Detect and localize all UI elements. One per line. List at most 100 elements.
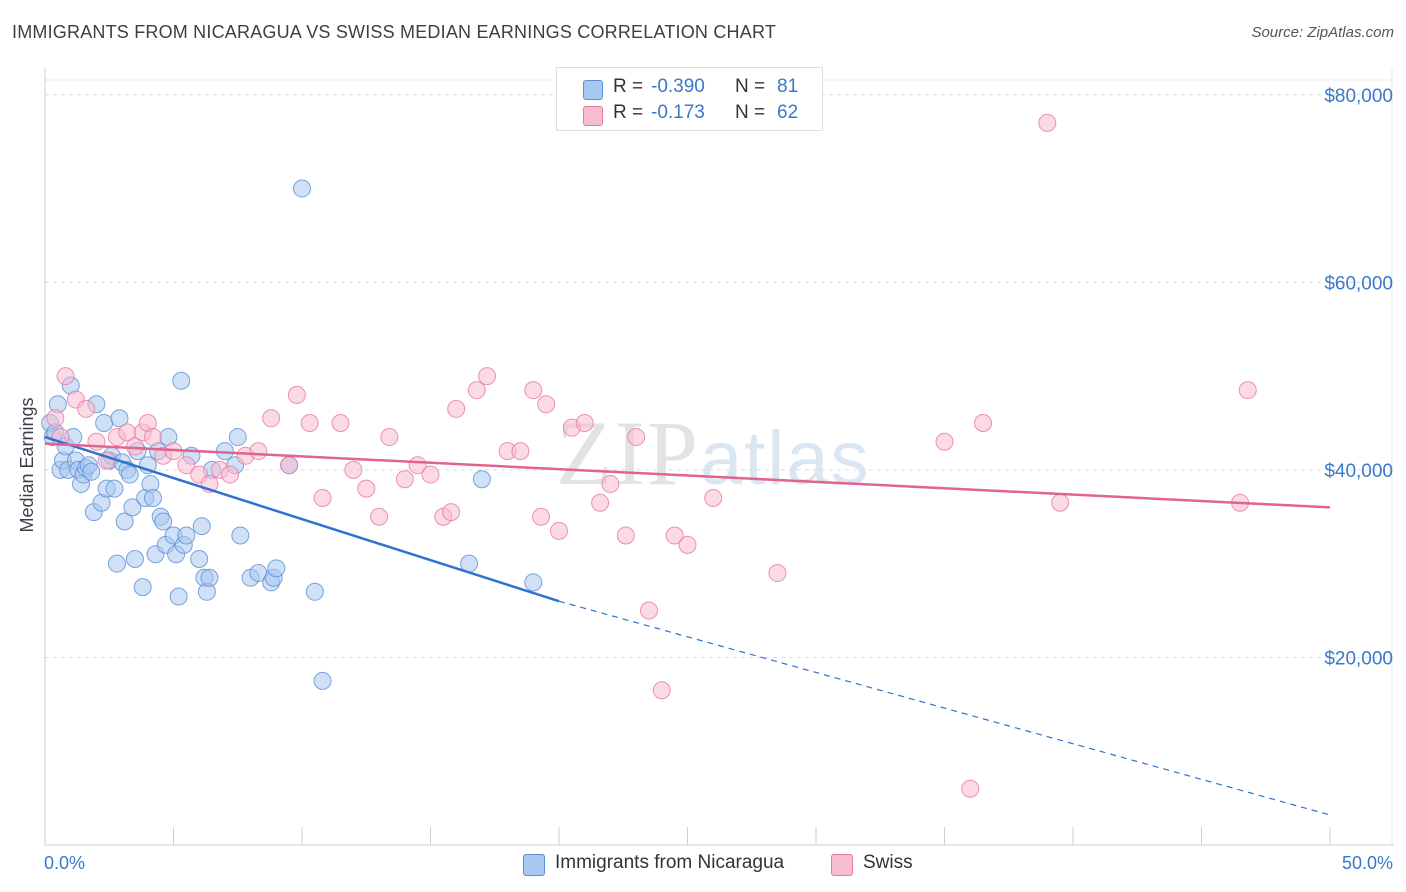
data-point [313, 489, 332, 508]
series-swatch-nicaragua [523, 854, 545, 876]
series-label-nicaragua: Immigrants from Nicaragua [555, 852, 785, 873]
data-point [380, 428, 399, 447]
data-point [95, 413, 114, 432]
data-point [192, 517, 211, 536]
data-point [177, 456, 196, 475]
data-point [591, 493, 610, 512]
data-point [287, 385, 306, 404]
data-point [627, 428, 646, 447]
legend-n-value: 62 [777, 102, 799, 123]
data-point [169, 587, 188, 606]
data-point [105, 479, 124, 498]
trend-line-extension [558, 600, 1331, 816]
series-nicaragua [41, 179, 543, 690]
legend-swatch-nicaragua [583, 80, 603, 100]
data-point [280, 456, 299, 475]
x-tick-label-max: 50.0% [1342, 853, 1393, 873]
source-label: Source: ZipAtlas.com [1251, 24, 1394, 41]
data-point [467, 381, 486, 400]
data-point [249, 442, 268, 461]
data-point [421, 465, 440, 484]
legend-n-label: N = [735, 76, 766, 97]
y-tick-label: $20,000 [1324, 648, 1393, 669]
data-point [974, 413, 993, 432]
x-tick-label-min: 0.0% [44, 853, 85, 873]
data-point [133, 578, 152, 597]
data-point [665, 526, 684, 545]
y-tick-label: $80,000 [1324, 86, 1393, 107]
data-point [395, 470, 414, 489]
data-point [442, 503, 461, 522]
data-point [511, 442, 530, 461]
data-point [190, 549, 209, 568]
data-point [447, 399, 466, 418]
data-point [200, 568, 219, 587]
data-series [41, 113, 1257, 798]
watermark-atlas: atlas [700, 416, 871, 501]
data-point [125, 549, 144, 568]
data-point [221, 465, 240, 484]
data-point [143, 428, 162, 447]
data-point [77, 399, 96, 418]
data-point [172, 371, 191, 390]
data-point [115, 512, 134, 531]
series-swatch-swiss [831, 854, 853, 876]
data-point [652, 681, 671, 700]
watermark: ZIPatlas [556, 400, 871, 506]
data-point [357, 479, 376, 498]
data-point [231, 526, 250, 545]
legend-swatch-swiss [583, 106, 603, 126]
data-point [228, 428, 247, 447]
axes [44, 68, 1394, 846]
data-point [46, 409, 65, 428]
data-point [961, 779, 980, 798]
data-point [313, 671, 332, 690]
data-point [768, 564, 787, 583]
legend-r-value: -0.173 [651, 102, 705, 123]
trend-lines [44, 435, 1331, 816]
axis-labels: $20,000 $40,000 $60,000 $80,000 0.0% 50.0% Med… [17, 86, 1393, 873]
data-point [537, 395, 556, 414]
y-tick-label: $40,000 [1324, 461, 1393, 482]
data-point [123, 498, 142, 517]
data-point [110, 409, 129, 428]
data-point [704, 489, 723, 508]
legend-n-label: N = [735, 102, 766, 123]
series-label-swiss: Swiss [863, 852, 913, 873]
data-point [154, 512, 173, 531]
legend-r-label: R = [613, 102, 644, 123]
data-point [524, 381, 543, 400]
data-point [1038, 113, 1057, 132]
y-axis-label: Median Earnings [17, 397, 37, 532]
trend-line-swiss [44, 442, 1331, 509]
data-point [524, 573, 543, 592]
data-point [1051, 493, 1070, 512]
data-point [1238, 381, 1257, 400]
data-point [82, 462, 101, 481]
legend-r-value: -0.390 [651, 76, 705, 97]
data-point [177, 526, 196, 545]
data-point [293, 179, 311, 198]
data-point [143, 489, 162, 508]
data-point [575, 413, 594, 432]
data-point [331, 413, 350, 432]
chart-title: IMMIGRANTS FROM NICARAGUA VS SWISS MEDIA… [12, 22, 777, 42]
data-point [107, 554, 126, 573]
data-point [344, 460, 363, 479]
data-point [550, 521, 568, 540]
series-swiss [46, 113, 1257, 798]
data-point [616, 526, 635, 545]
data-point [120, 465, 139, 484]
data-point [262, 409, 281, 428]
data-point [56, 367, 75, 386]
data-point [300, 413, 319, 432]
data-point [601, 474, 620, 493]
correlation-legend: R = -0.390 N = 81 R = -0.173 N = 62 [556, 67, 823, 131]
data-point [472, 470, 491, 489]
trend-line-nicaragua [44, 435, 560, 603]
data-point [678, 535, 697, 554]
data-point [267, 559, 286, 578]
legend-r-label: R = [613, 76, 644, 97]
data-point [532, 507, 551, 526]
